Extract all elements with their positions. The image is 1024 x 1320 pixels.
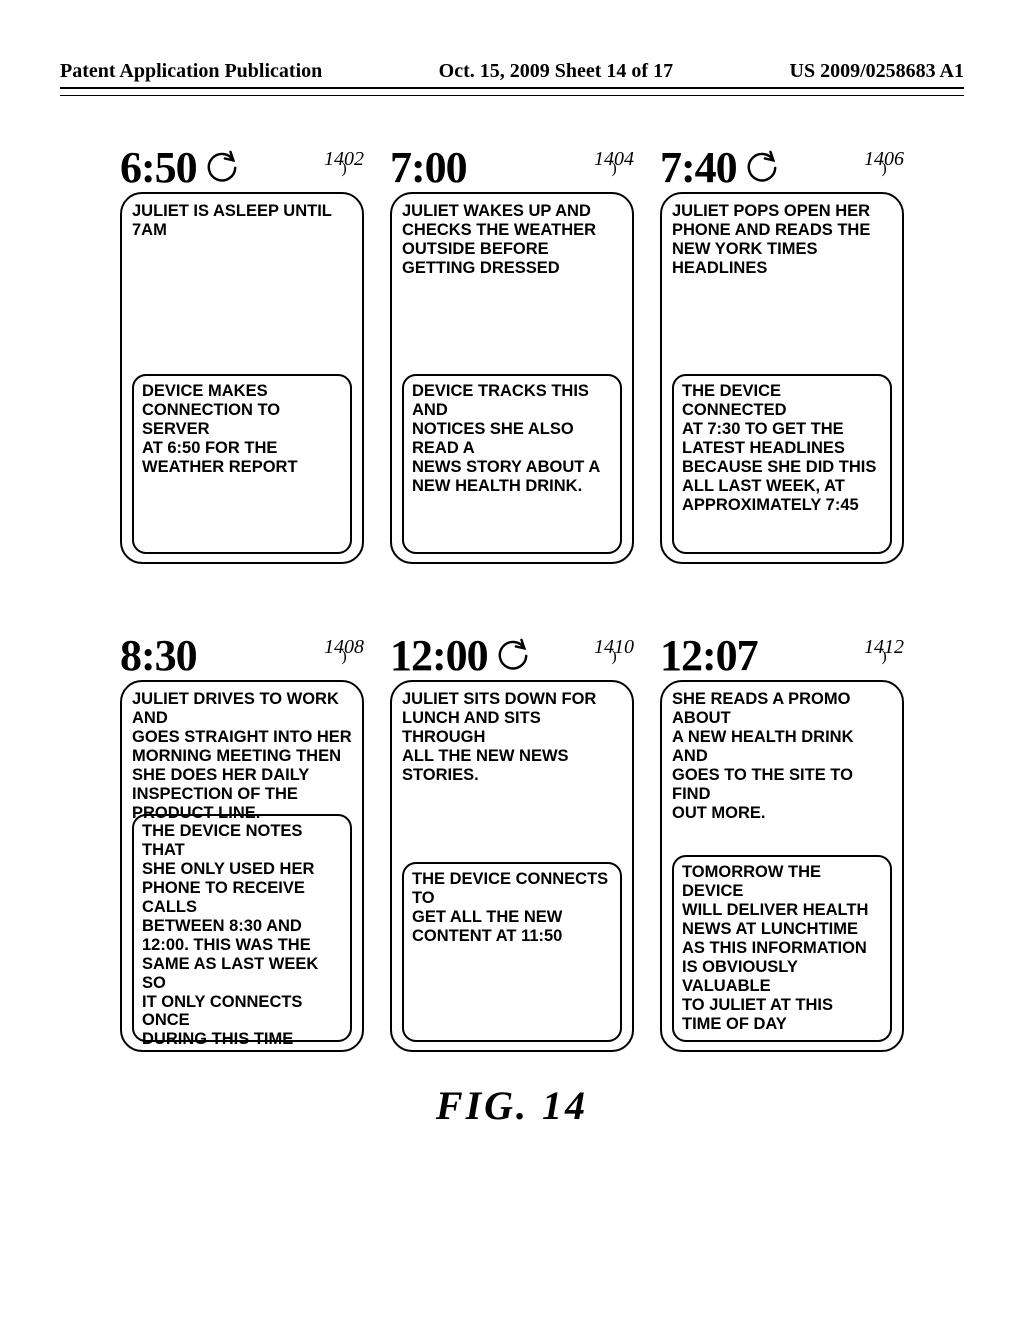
timeline-panel: 12:00 1410) JULIET SITS DOWN FOR LUNCH AND… bbox=[390, 634, 634, 1052]
figure-row: 6:50 1402) JULIET IS ASLEEP UNTIL 7AM DEVIC… bbox=[120, 146, 904, 564]
user-activity-text: JULIET SITS DOWN FOR LUNCH AND SITS THRO… bbox=[402, 690, 622, 790]
device-behavior-text: THE DEVICE NOTES THAT SHE ONLY USED HER … bbox=[142, 822, 342, 1050]
reference-number: 1408) bbox=[324, 638, 364, 660]
reference-hook-icon: ) bbox=[881, 654, 886, 660]
device-behavior-text: TOMORROW THE DEVICE WILL DELIVER HEALTH … bbox=[682, 863, 882, 1034]
reference-hook-icon: ) bbox=[611, 166, 616, 172]
panel-time: 6:50 bbox=[120, 146, 197, 190]
figure-row: 8:30 1408) JULIET DRIVES TO WORK AND GOES … bbox=[120, 634, 904, 1052]
timeline-panel: 8:30 1408) JULIET DRIVES TO WORK AND GOES … bbox=[120, 634, 364, 1052]
device-frame: JULIET SITS DOWN FOR LUNCH AND SITS THRO… bbox=[390, 680, 634, 1052]
device-frame: JULIET IS ASLEEP UNTIL 7AM DEVICE MAKES C… bbox=[120, 192, 364, 564]
reference-hook-icon: ) bbox=[341, 166, 346, 172]
reference-number: 1412) bbox=[864, 638, 904, 660]
panel-header: 7:00 1404) bbox=[390, 146, 634, 190]
panel-header: 6:50 1402) bbox=[120, 146, 364, 190]
device-behavior-box: DEVICE MAKES CONNECTION TO SERVER AT 6:5… bbox=[132, 374, 352, 554]
device-behavior-text: DEVICE MAKES CONNECTION TO SERVER AT 6:5… bbox=[142, 382, 342, 477]
panel-header: 7:40 1406) bbox=[660, 146, 904, 190]
timeline-panel: 6:50 1402) JULIET IS ASLEEP UNTIL 7AM DEVIC… bbox=[120, 146, 364, 564]
panel-header: 8:30 1408) bbox=[120, 634, 364, 678]
device-frame: JULIET WAKES UP AND CHECKS THE WEATHER O… bbox=[390, 192, 634, 564]
device-behavior-text: THE DEVICE CONNECTS TO GET ALL THE NEW C… bbox=[412, 870, 612, 946]
device-behavior-box: TOMORROW THE DEVICE WILL DELIVER HEALTH … bbox=[672, 855, 892, 1042]
header-center: Oct. 15, 2009 Sheet 14 of 17 bbox=[439, 60, 673, 83]
reference-number: 1402) bbox=[324, 150, 364, 172]
panel-time: 12:07 bbox=[660, 634, 758, 678]
device-behavior-text: THE DEVICE CONNECTED AT 7:30 TO GET THE … bbox=[682, 382, 882, 515]
user-activity-text: JULIET DRIVES TO WORK AND GOES STRAIGHT … bbox=[132, 690, 352, 814]
panel-time: 8:30 bbox=[120, 634, 197, 678]
page: Patent Application Publication Oct. 15, … bbox=[0, 0, 1024, 1320]
panel-header: 12:07 1412) bbox=[660, 634, 904, 678]
user-activity-text: JULIET WAKES UP AND CHECKS THE WEATHER O… bbox=[402, 202, 622, 302]
device-frame: JULIET DRIVES TO WORK AND GOES STRAIGHT … bbox=[120, 680, 364, 1052]
sync-icon bbox=[205, 149, 239, 183]
panel-time: 12:00 bbox=[390, 634, 488, 678]
figure-grid: 6:50 1402) JULIET IS ASLEEP UNTIL 7AM DEVIC… bbox=[60, 146, 964, 1052]
panel-header: 12:00 1410) bbox=[390, 634, 634, 678]
header-right: US 2009/0258683 A1 bbox=[790, 60, 964, 83]
page-header: Patent Application Publication Oct. 15, … bbox=[60, 60, 964, 89]
device-behavior-box: THE DEVICE CONNECTS TO GET ALL THE NEW C… bbox=[402, 862, 622, 1042]
reference-number: 1410) bbox=[594, 638, 634, 660]
user-activity-text: JULIET POPS OPEN HER PHONE AND READS THE… bbox=[672, 202, 892, 302]
header-left: Patent Application Publication bbox=[60, 60, 322, 83]
timeline-panel: 7:40 1406) JULIET POPS OPEN HER PHONE AND … bbox=[660, 146, 904, 564]
reference-number: 1404) bbox=[594, 150, 634, 172]
reference-hook-icon: ) bbox=[881, 166, 886, 172]
user-activity-text: JULIET IS ASLEEP UNTIL 7AM bbox=[132, 202, 352, 302]
device-frame: SHE READS A PROMO ABOUT A NEW HEALTH DRI… bbox=[660, 680, 904, 1052]
figure-caption: FIG. 14 bbox=[60, 1082, 964, 1129]
timeline-panel: 12:07 1412) SHE READS A PROMO ABOUT A NEW … bbox=[660, 634, 904, 1052]
header-rule bbox=[60, 95, 964, 96]
reference-hook-icon: ) bbox=[341, 654, 346, 660]
reference-hook-icon: ) bbox=[611, 654, 616, 660]
device-behavior-box: THE DEVICE CONNECTED AT 7:30 TO GET THE … bbox=[672, 374, 892, 554]
device-behavior-text: DEVICE TRACKS THIS AND NOTICES SHE ALSO … bbox=[412, 382, 612, 496]
sync-icon bbox=[496, 637, 530, 671]
user-activity-text: SHE READS A PROMO ABOUT A NEW HEALTH DRI… bbox=[672, 690, 892, 823]
device-behavior-box: THE DEVICE NOTES THAT SHE ONLY USED HER … bbox=[132, 814, 352, 1042]
device-behavior-box: DEVICE TRACKS THIS AND NOTICES SHE ALSO … bbox=[402, 374, 622, 554]
sync-icon bbox=[745, 149, 779, 183]
reference-number: 1406) bbox=[864, 150, 904, 172]
panel-time: 7:40 bbox=[660, 146, 737, 190]
device-frame: JULIET POPS OPEN HER PHONE AND READS THE… bbox=[660, 192, 904, 564]
panel-time: 7:00 bbox=[390, 146, 467, 190]
timeline-panel: 7:00 1404) JULIET WAKES UP AND CHECKS THE … bbox=[390, 146, 634, 564]
